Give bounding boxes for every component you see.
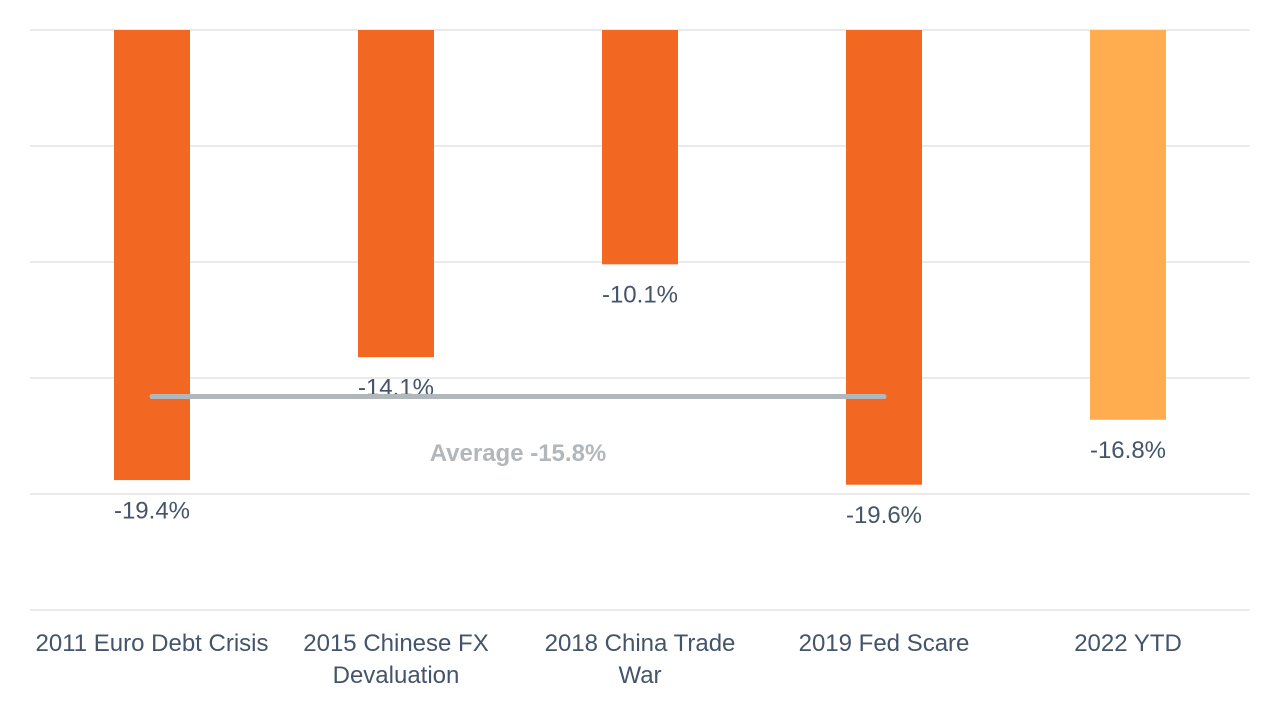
- x-tick-label: 2011 Euro Debt Crisis: [35, 630, 269, 657]
- bar: [602, 30, 678, 265]
- x-tick-label: 2018 China Trade War: [544, 630, 736, 689]
- value-label: -19.6%: [846, 502, 922, 529]
- bar: [114, 30, 190, 481]
- x-tick-label: 2015 Chinese FX Devaluation: [303, 630, 489, 689]
- average-label: Average -15.8%: [430, 440, 607, 467]
- value-label: -16.8%: [1090, 437, 1166, 464]
- bar: [846, 30, 922, 485]
- value-label: -10.1%: [602, 282, 678, 309]
- value-label: -19.4%: [114, 497, 190, 524]
- bar: [358, 30, 434, 358]
- bar: [1090, 30, 1166, 420]
- x-tick-label: 2019 Fed Scare: [798, 630, 970, 657]
- x-tick-label: 2022 YTD: [1074, 630, 1182, 657]
